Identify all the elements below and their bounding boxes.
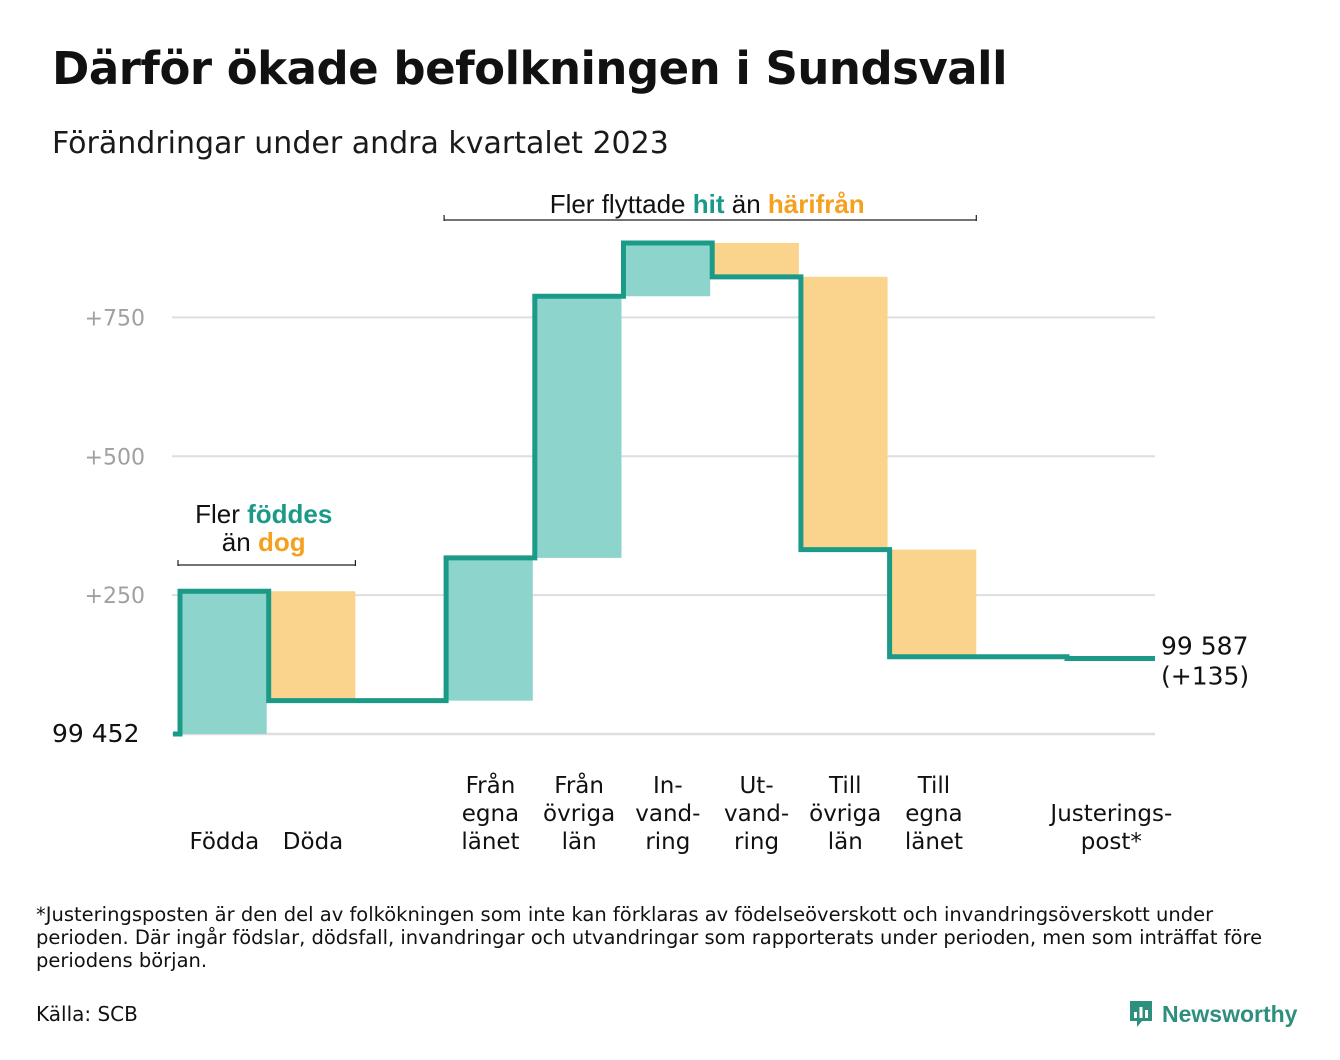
newsworthy-logo: Newsworthy	[1128, 998, 1297, 1030]
category-label: länet	[905, 829, 963, 855]
category-label: län	[562, 829, 597, 855]
chart-subtitle: Förändringar under andra kvartalet 2023	[52, 126, 669, 161]
category-label: Till	[828, 773, 862, 799]
category-label: ring	[734, 829, 779, 855]
y-tick-label: +500	[85, 445, 145, 470]
category-label: länet	[461, 829, 519, 855]
annotation-highlight-text: härifrån	[768, 189, 865, 219]
waterfall-bar	[446, 557, 533, 701]
category-label: län	[828, 829, 863, 855]
category-label: In-	[653, 773, 683, 799]
waterfall-bar	[889, 549, 977, 657]
annotation-highlight-text: hit	[693, 189, 725, 219]
end-change-label: (+135)	[1161, 661, 1249, 690]
waterfall-chart: +250+500+750 Födda DödaFrånegnalänetFrånö…	[52, 189, 1249, 855]
category-label: egna	[905, 801, 962, 827]
waterfall-bar	[623, 242, 711, 297]
source-label: Källa: SCB	[36, 1002, 138, 1026]
waterfall-bar	[534, 296, 622, 558]
category-label: ring	[645, 829, 690, 855]
category-label: Ut-	[739, 773, 773, 799]
footnote: *Justeringsposten är den del av folkökni…	[36, 903, 1263, 972]
chart-title: Därför ökade befolkningen i Sundsvall	[52, 42, 1008, 95]
category-label: Justerings-	[1048, 801, 1172, 827]
start-value-label: 99 452	[52, 719, 139, 748]
category-label: Födda	[189, 829, 259, 855]
category-label: övriga	[809, 801, 881, 827]
waterfall-bar	[800, 276, 888, 550]
category-label: egna	[462, 801, 519, 827]
y-tick-label: +250	[85, 584, 145, 609]
annotation-plain-text: än	[725, 189, 768, 219]
annotation-highlight-text: föddes	[247, 499, 332, 529]
waterfall-bar	[268, 591, 356, 701]
category-label: Från	[554, 771, 604, 799]
annotation-text: Fler föddes	[195, 499, 332, 529]
category-label: vand-	[724, 801, 789, 827]
annotation-text: Fler flyttade hit än härifrån	[550, 189, 865, 219]
category-label: Döda	[283, 829, 343, 855]
bar-chart-logo-icon	[1130, 1001, 1152, 1027]
cumulative-line	[173, 240, 1155, 737]
category-label: övriga	[543, 801, 615, 827]
waterfall-bar	[180, 591, 267, 734]
y-tick-label: +750	[85, 306, 145, 331]
waterfall-bar	[712, 242, 799, 277]
end-value-label: 99 587	[1161, 631, 1248, 660]
category-label: post*	[1081, 829, 1142, 855]
annotation-highlight-text: dog	[258, 527, 306, 557]
annotation-text: än dog	[222, 527, 306, 557]
logo-text: Newsworthy	[1162, 1000, 1298, 1027]
annotation-plain-text: Fler flyttade	[550, 189, 693, 219]
category-label: Till	[917, 773, 951, 799]
category-label: vand-	[635, 801, 700, 827]
annotation-plain-text: än	[222, 527, 258, 557]
annotation-plain-text: Fler	[195, 499, 247, 529]
category-label: Från	[466, 771, 516, 799]
